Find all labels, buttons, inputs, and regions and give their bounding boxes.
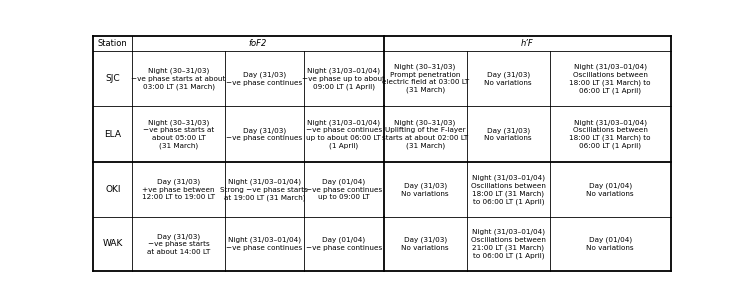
- Text: Station: Station: [98, 39, 127, 48]
- Text: Day (01/04)
No variations: Day (01/04) No variations: [586, 237, 634, 251]
- Text: Night (30–31/03)
Uplifting of the F-layer
starts at about 02:00 LT
(31 March): Night (30–31/03) Uplifting of the F-laye…: [382, 119, 468, 149]
- Text: h’F: h’F: [521, 39, 533, 48]
- Text: Day (31/03)
No variations: Day (31/03) No variations: [484, 72, 532, 86]
- Text: Night (31/03–01/04)
−ve phase continues: Night (31/03–01/04) −ve phase continues: [226, 237, 302, 251]
- Text: Day (31/03)
+ve phase between
12:00 LT to 19:00 LT: Day (31/03) +ve phase between 12:00 LT t…: [142, 179, 215, 200]
- Text: foF2: foF2: [249, 39, 267, 48]
- Text: Day (31/03)
No variations: Day (31/03) No variations: [402, 183, 449, 197]
- Text: ELA: ELA: [104, 130, 121, 139]
- Text: Night (31/03–01/04)
Oscillations between
18:00 LT (31 March) to
06:00 LT (1 Apri: Night (31/03–01/04) Oscillations between…: [569, 119, 651, 149]
- Text: Night (31/03–01/04)
−ve phase continues
up to about 06:00 LT
(1 April): Night (31/03–01/04) −ve phase continues …: [305, 119, 382, 149]
- Text: Day (31/03)
−ve phase continues: Day (31/03) −ve phase continues: [226, 127, 302, 141]
- Text: Day (31/03)
No variations: Day (31/03) No variations: [484, 127, 532, 141]
- Text: Night (31/03–01/04)
−ve phase up to about
09:00 LT (1 April): Night (31/03–01/04) −ve phase up to abou…: [302, 68, 385, 90]
- Text: Day (31/03)
−ve phase continues: Day (31/03) −ve phase continues: [226, 72, 302, 86]
- Text: Night (31/03–01/04)
Oscillations between
21:00 LT (31 March)
to 06:00 LT (1 Apri: Night (31/03–01/04) Oscillations between…: [471, 229, 545, 259]
- Text: Day (01/04)
−ve phase continues
up to 09:00 LT: Day (01/04) −ve phase continues up to 09…: [305, 179, 382, 200]
- Text: OKI: OKI: [105, 185, 121, 194]
- Text: SJC: SJC: [106, 74, 120, 83]
- Text: Day (01/04)
−ve phase continues: Day (01/04) −ve phase continues: [305, 237, 382, 251]
- Text: Night (31/03–01/04)
Oscillations between
18:00 LT (31 March)
to 06:00 LT (1 Apri: Night (31/03–01/04) Oscillations between…: [471, 175, 545, 205]
- Text: Night (30–31/03)
−ve phase starts at about
03:00 LT (31 March): Night (30–31/03) −ve phase starts at abo…: [131, 68, 226, 90]
- Text: Night (30–31/03)
−ve phase starts at
about 05:00 LT
(31 March): Night (30–31/03) −ve phase starts at abo…: [143, 119, 215, 149]
- Text: Day (31/03)
No variations: Day (31/03) No variations: [402, 237, 449, 251]
- Text: Day (01/04)
No variations: Day (01/04) No variations: [586, 183, 634, 197]
- Text: WAK: WAK: [103, 240, 123, 248]
- Text: Night (31/03–01/04)
Oscillations between
18:00 LT (31 March) to
06:00 LT (1 Apri: Night (31/03–01/04) Oscillations between…: [569, 64, 651, 94]
- Text: Day (31/03)
−ve phase starts
at about 14:00 LT: Day (31/03) −ve phase starts at about 14…: [147, 233, 210, 255]
- Text: Night (31/03–01/04)
Strong −ve phase starts
at 19:00 LT (31 March): Night (31/03–01/04) Strong −ve phase sta…: [221, 179, 308, 201]
- Text: Night (30–31/03)
Prompt penetration
electric field at 03:00 LT
(31 March): Night (30–31/03) Prompt penetration elec…: [381, 64, 469, 94]
